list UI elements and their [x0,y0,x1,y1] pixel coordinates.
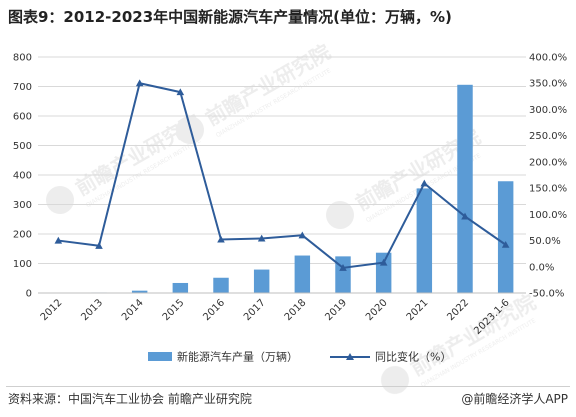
legend-line-label: 同比变化（%） [375,350,451,364]
bars [50,84,514,294]
growth-point [461,212,469,220]
bar [416,188,433,293]
bar [375,252,392,293]
x-tick-label: 2021 [405,297,431,323]
growth-point [379,258,388,266]
chart-title: 图表9：2012-2023年中国新能源汽车产量情况(单位：万辆，%) [8,8,452,26]
x-tick-label: 2013 [79,297,105,323]
bar [457,84,473,293]
y-right-tick-label: 300.0% [529,105,567,116]
y-left-tick-label: 300 [13,200,32,211]
x-tick-label: 2020 [364,297,390,323]
bar [131,290,148,293]
bar [213,277,229,293]
bar [497,181,514,293]
legend-bar-swatch [148,352,172,361]
y-right-tick-label: 150.0% [529,184,567,195]
y-right-tick-label: 100.0% [529,210,567,221]
brand-credit: @前瞻经济学人APP [461,392,568,406]
x-tick-label: 2017 [242,297,268,323]
watermark-logo-icon [326,201,354,229]
growth-point [54,236,63,244]
bar [253,269,270,293]
growth-line [54,79,510,271]
bar [335,256,351,293]
y-right-tick-label: 350.0% [529,79,567,90]
growth-point [217,235,225,243]
y-left-tick-label: 800 [13,53,32,64]
bar [294,255,311,293]
y-left-tick-label: 200 [13,230,32,241]
x-tick-label: 2019 [323,297,349,323]
watermark-logo-icon [381,366,409,394]
growth-point [257,234,266,242]
x-tick-label: 2012 [39,297,65,323]
watermark-text: 前瞻产业研究院 [201,40,334,131]
growth-point [176,88,185,96]
legend-line-marker [346,353,354,360]
x-tick-label: 2016 [201,297,227,323]
watermark-logo-icon [46,186,74,214]
y-left-tick-label: 100 [13,259,32,270]
legend: 新能源汽车产量（万辆） 同比变化（%） [148,350,451,364]
growth-point [135,79,144,87]
y-right-tick-label: 0.0% [529,262,554,273]
y-right-tick-label: 250.0% [529,131,567,142]
y-right-tick-label: 200.0% [529,157,567,168]
growth-point [298,231,307,239]
growth-point [339,264,347,271]
y-right-tick-label: 50.0% [529,236,561,247]
x-tick-label: 2022 [445,297,471,323]
bar [172,282,189,293]
gridlines [38,56,526,294]
growth-point [501,240,510,248]
growth-point [420,179,429,187]
source-note: 资料来源：中国汽车工业协会 前瞻产业研究院 [8,392,252,406]
footer-divider [6,386,570,387]
y-left-tick-label: 600 [13,112,32,123]
growth-line-path [58,82,507,269]
x-tick-label: 2014 [120,297,146,323]
legend-bar-label: 新能源汽车产量（万辆） [177,350,298,364]
y-left-tick-label: 0 [26,289,32,300]
y-left-tick-label: 500 [13,141,32,152]
y-left-tick-label: 400 [13,171,32,182]
y-right-tick-label: -50.0% [529,289,564,300]
x-tick-label: 2015 [161,297,187,323]
y-left-tick-label: 700 [13,82,32,93]
growth-point [95,242,103,249]
x-tick-label: 2018 [283,297,309,323]
y-right-tick-label: 400.0% [529,53,567,64]
